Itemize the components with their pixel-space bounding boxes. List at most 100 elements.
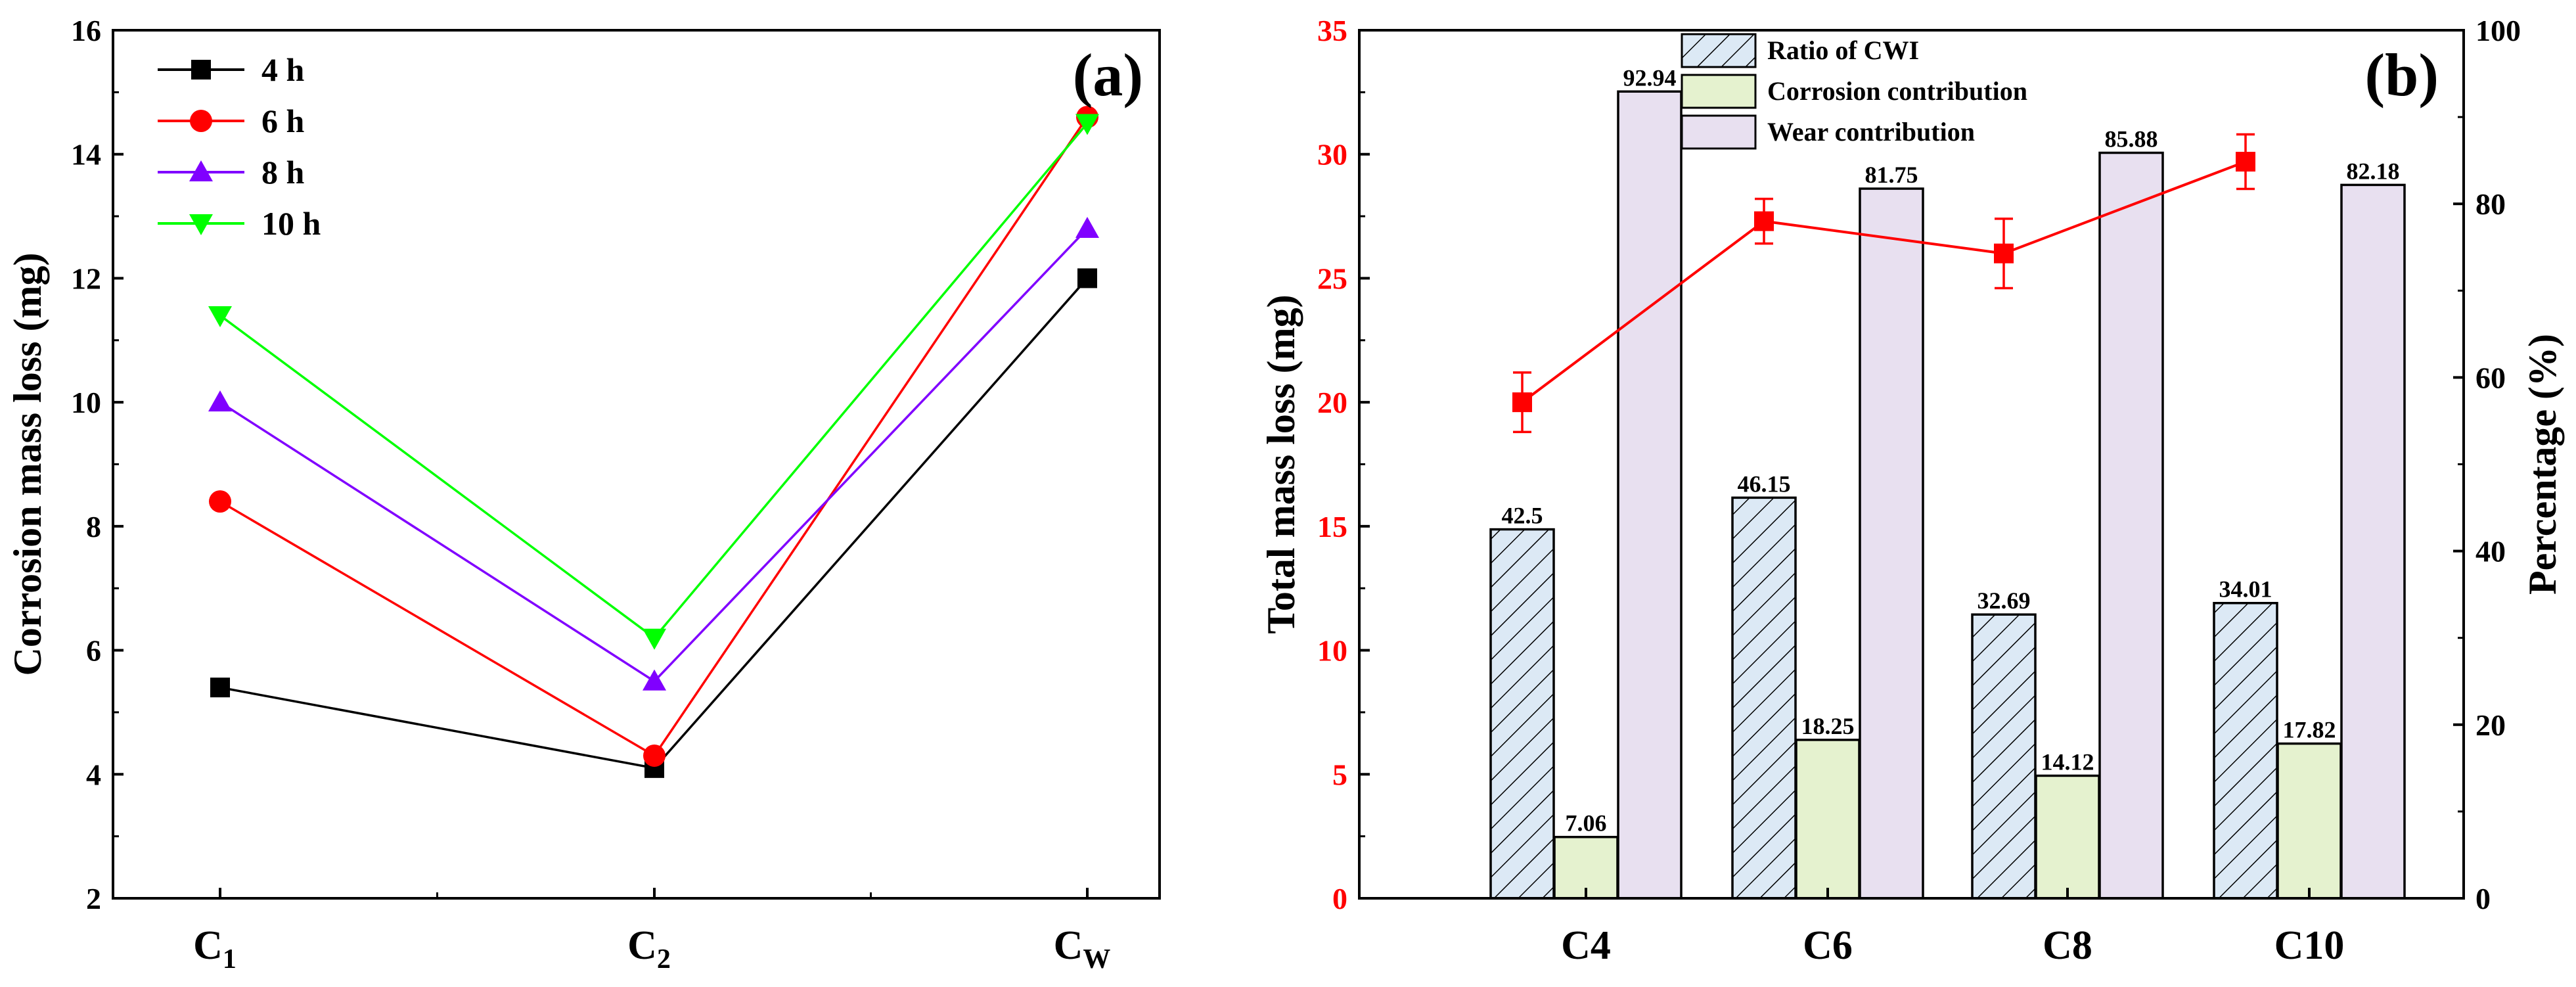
- panel-b-bar-value-label: 81.75: [1865, 162, 1918, 188]
- panel-a-x-tick-subscript: 1: [223, 944, 237, 975]
- panel-b-left-y-tick-label: 25: [1317, 262, 1347, 295]
- panel-b-bar: [2098, 151, 2164, 900]
- panel-b-bar-value-label: 14.12: [2041, 748, 2094, 775]
- panel-b-left-y-tick-label: 5: [1332, 758, 1347, 791]
- panel-b-x-axis: C4 C6 C8 C10: [1561, 888, 2344, 968]
- panel-b-line-point: [1994, 243, 2014, 264]
- panel-a-y-tick-label: 10: [71, 386, 101, 419]
- panel-a-y-tick-label: 12: [71, 262, 101, 295]
- panel-b-total-mass-loss-line: [1512, 133, 2255, 434]
- panel-a-y-tick-label: 2: [86, 882, 101, 915]
- panel-b-bars: [1489, 90, 2406, 900]
- panel-a-y-tick-label: 14: [71, 138, 101, 172]
- panel-b-bar-value-label: 82.18: [2347, 158, 2400, 184]
- panel-a-y-axis: 2 4 6 8 10 12 14 16: [71, 14, 124, 915]
- panel-a-x-axis: C1 C2 CW: [193, 888, 1110, 975]
- panel-b-bar-value-label: 18.25: [1801, 713, 1855, 739]
- panel-b-legend-swatch: [1681, 33, 1757, 68]
- panel-a-data-point: [210, 677, 230, 698]
- panel-b-legend-label: Ratio of CWI: [1767, 35, 1919, 65]
- panel-a-legend-marker: [190, 110, 212, 132]
- panel-b-left-y-axis-label: Total mass loss (mg): [1259, 294, 1303, 633]
- panel-a-legend-marker: [191, 60, 211, 80]
- panel-b-line-point: [1512, 392, 1532, 413]
- panel-b-bar-value-label: 7.06: [1566, 810, 1607, 837]
- panel-a-legend: 4 h 6 h 8 h 10 h: [158, 51, 321, 242]
- panel-a-data-point: [208, 390, 232, 412]
- panel-a-data-point: [208, 306, 232, 328]
- panel-b-bar: [2276, 742, 2342, 900]
- panel-b-left-y-tick-label: 10: [1317, 634, 1347, 668]
- panel-a-y-tick-label: 16: [71, 14, 101, 47]
- panel-a-legend-marker: [189, 214, 213, 235]
- panel-a-data-point: [643, 669, 666, 691]
- panel-a-y-tick-label: 8: [86, 510, 101, 543]
- panel-a-series-line: [219, 277, 1089, 769]
- panel-b-right-y-axis: 0 20 40 60 80 100: [2453, 14, 2521, 915]
- panel-b-bar: [1795, 739, 1861, 900]
- panel-b-bar-value-label: 32.69: [1977, 587, 2031, 614]
- panel-a-data-point: [643, 628, 666, 650]
- panel-b-bar: [1731, 496, 1797, 900]
- panel-b-right-y-tick-label: 100: [2475, 14, 2521, 47]
- panel-b-right-y-tick-label: 40: [2475, 535, 2506, 568]
- panel-b-bar-value-label: 46.15: [1738, 471, 1791, 497]
- panel-b-bar-value-label: 85.88: [2105, 126, 2158, 152]
- panel-b-bar: [2035, 774, 2100, 900]
- panel-b-line-path: [1521, 160, 2246, 403]
- panel-b-bar: [2340, 183, 2406, 900]
- panel-b-x-tick-label: C10: [2274, 923, 2345, 968]
- panel-b-left-y-tick-label: 35: [1317, 14, 1347, 47]
- panel-a-legend-label: 8 h: [261, 154, 305, 191]
- panel-b-right-y-tick-label: 60: [2475, 361, 2506, 394]
- panel-b-bar: [2213, 601, 2278, 900]
- panel-b-left-y-axis: 0 5 10 15 20 25 30 35: [1317, 14, 1370, 915]
- panel-b-bar: [1617, 90, 1683, 900]
- panel-a-x-tick-base: C: [193, 923, 223, 968]
- panel-b-label: (b): [2365, 41, 2439, 108]
- panel-b-line-point: [1754, 211, 1774, 231]
- panel-a-x-tick-base: C: [627, 923, 657, 968]
- panel-a-x-tick-base: C: [1054, 923, 1083, 968]
- panel-a-y-axis-label: Corrosion mass loss (mg): [6, 253, 49, 676]
- panel-b-left-y-tick-label: 15: [1317, 510, 1347, 543]
- panel-a-series-line: [219, 122, 1089, 640]
- panel-a-data-point: [643, 744, 666, 767]
- panel-b-legend-swatch: [1681, 114, 1757, 150]
- panel-b-bar: [1859, 187, 1924, 900]
- panel-a-x-tick-label: C1: [193, 923, 237, 975]
- panel-b-legend-label: Corrosion contribution: [1767, 76, 2027, 106]
- panel-a-y-tick-label: 6: [86, 634, 101, 668]
- panel-b-bar-value-label: 92.94: [1623, 64, 1677, 91]
- panel-a-x-tick-label: C2: [627, 923, 671, 975]
- panel-a-data-point: [1075, 114, 1099, 135]
- panel-a-y-tick-label: 4: [86, 758, 101, 791]
- panel-b-bar-chart: 42.5 46.15 32.69 34.01 7.06 18.25 14.12 17.82 92…: [1259, 14, 2564, 968]
- panel-b-legend-label: Wear contribution: [1767, 117, 1975, 147]
- panel-b-legend-swatch: [1681, 74, 1757, 109]
- panel-b-bar-value-label: 17.82: [2283, 717, 2336, 743]
- panel-b-x-tick-label: C4: [1561, 923, 1611, 968]
- panel-a-legend-marker: [189, 160, 213, 181]
- panel-a-legend-label: 10 h: [261, 205, 321, 242]
- panel-a-legend-label: 4 h: [261, 51, 305, 88]
- panel-a-data-point: [1075, 216, 1099, 238]
- panel-b-bar: [1971, 613, 2037, 900]
- panel-b-right-y-tick-label: 20: [2475, 708, 2506, 742]
- panel-a-x-tick-subscript: W: [1083, 944, 1110, 975]
- panel-b-legend: Ratio of CWI Corrosion contribution Wear c…: [1681, 33, 2027, 150]
- panel-b-left-y-tick-label: 30: [1317, 138, 1347, 172]
- panel-b-line-point: [2236, 152, 2255, 172]
- panel-a-legend-label: 6 h: [261, 103, 305, 139]
- panel-a-series-line: [219, 227, 1089, 683]
- panel-a-series: [208, 106, 1099, 778]
- panel-a-x-tick-subscript: 2: [657, 944, 671, 975]
- panel-b-bar-value-label: 42.5: [1502, 503, 1543, 529]
- panel-b-left-y-tick-label: 20: [1317, 386, 1347, 419]
- panel-b-left-y-tick-label: 0: [1332, 882, 1347, 915]
- panel-b-bar: [1489, 528, 1555, 900]
- panel-b-bar-value-label: 34.01: [2219, 576, 2272, 603]
- panel-a-series-line: [219, 116, 1089, 758]
